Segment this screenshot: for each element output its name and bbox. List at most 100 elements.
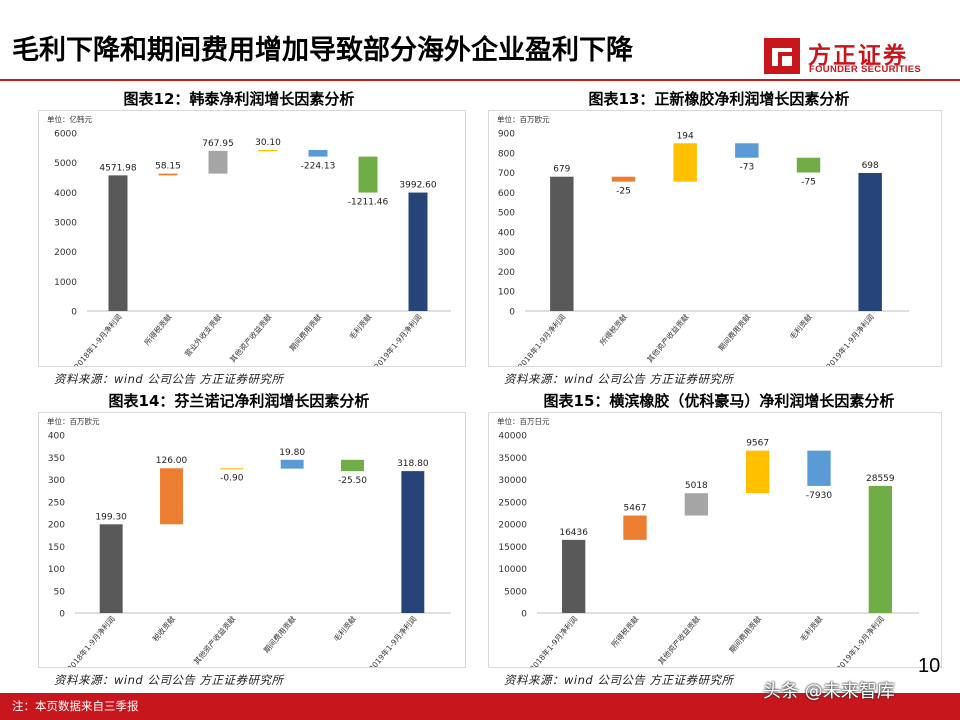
- chart-title: 图表15：横滨橡胶（优科豪马）净利润增长因素分析: [543, 392, 895, 410]
- data-label: 5018: [685, 481, 708, 491]
- footer-bar: [0, 693, 960, 720]
- chart-source: 资料来源：wind 公司公告 方正证券研究所: [54, 673, 284, 687]
- data-label: 28559: [866, 474, 895, 484]
- waterfall-bar: [108, 175, 128, 311]
- waterfall-bar: [796, 157, 821, 173]
- unit-label: 单位：亿韩元: [47, 114, 92, 124]
- x-tick-label: 其他资产收益贡献: [656, 613, 703, 666]
- founder-securities-logo: 方正证券 FOUNDER SECURITIES: [762, 34, 952, 80]
- waterfall-bar: [408, 192, 428, 311]
- chart-panel-hankook: 图表12：韩泰净利润增长因素分析 单位：亿韩元 0 1000 2000 3000 4000…: [4, 88, 474, 388]
- waterfall-bar: [160, 468, 183, 525]
- waterfall-bar: [258, 149, 278, 152]
- y-tick-label: 0: [509, 308, 515, 318]
- data-label: -75: [801, 178, 816, 188]
- waterfall-bar: [550, 176, 574, 311]
- y-tick-label: 50: [54, 587, 66, 597]
- data-label: 199.30: [95, 512, 127, 522]
- x-tick-label: 税收贡献: [150, 613, 177, 643]
- y-tick-label: 400: [498, 228, 515, 238]
- y-tick-label: 35000: [498, 454, 527, 464]
- y-tick-label: 10000: [498, 565, 527, 575]
- chart-title: 图表12：韩泰净利润增长因素分析: [123, 90, 355, 108]
- y-tick-label: 0: [59, 610, 65, 620]
- logo-chinese-text: 方正证券: [808, 43, 908, 69]
- page-title: 毛利下降和期间费用增加导致部分海外企业盈利下降: [12, 35, 633, 66]
- y-tick-label: 300: [48, 476, 65, 486]
- x-tick-label: 毛利贡献: [798, 613, 825, 643]
- y-tick-label: 6000: [54, 130, 77, 140]
- waterfall-bar: [99, 524, 123, 613]
- y-tick-label: 350: [48, 454, 65, 464]
- data-label: 16436: [559, 528, 588, 538]
- data-label: 9567: [746, 439, 769, 449]
- x-tick-label: 其他资产收益贡献: [644, 311, 691, 364]
- page-number: 10: [918, 655, 941, 677]
- y-tick-label: 600: [498, 189, 515, 199]
- chart-frame: 单位：百万欧元 0 100 200 300 400 500 600 700 800 900 679 20…: [488, 110, 942, 371]
- data-label: 698: [862, 161, 879, 171]
- chart-frame: 单位：百万欧元 0 50 100 150 200 250 300 350 400 199.30 201…: [38, 412, 466, 673]
- x-tick-label: 2019年1-9月净利润: [824, 312, 876, 366]
- waterfall-bar: [220, 468, 244, 470]
- chart-panel-nokian: 图表14：芬兰诺记净利润增长因素分析 单位：百万欧元 0 50 100 150 200 25…: [4, 390, 474, 690]
- waterfall-bar: [684, 493, 708, 516]
- waterfall-chart: 单位：百万欧元 0 100 200 300 400 500 600 700 800 900 679 20…: [497, 114, 909, 371]
- x-tick-label: 所得税贡献: [609, 613, 641, 649]
- data-label: 679: [553, 165, 570, 175]
- data-label: -25.50: [338, 476, 367, 486]
- x-tick-label: 2018年1-9月净利润: [65, 614, 117, 667]
- y-tick-label: 4000: [54, 189, 77, 199]
- x-tick-label: 毛利贡献: [347, 311, 374, 341]
- chart-panel-yokohama: 图表15：横滨橡胶（优科豪马）净利润增长因素分析 单位：百万日元 0 5000 100…: [484, 390, 954, 690]
- y-tick-label: 500: [498, 209, 515, 219]
- header-rule: [0, 79, 960, 81]
- x-tick-label: 期间费用贡献: [287, 311, 324, 352]
- x-tick-label: 期间费用贡献: [261, 613, 298, 654]
- x-tick-label: 营业外收支贡献: [182, 311, 224, 358]
- waterfall-bar: [341, 459, 364, 472]
- page-header: 毛利下降和期间费用增加导致部分海外企业盈利下降 方正证券 FOUNDER SEC…: [0, 0, 960, 82]
- waterfall-bar: [673, 143, 697, 182]
- x-tick-label: 毛利贡献: [787, 311, 814, 341]
- x-tick-label: 2019年1-9月净利润: [366, 614, 418, 667]
- waterfall-bar: [208, 150, 228, 174]
- data-label: -73: [739, 163, 754, 173]
- waterfall-bar: [807, 450, 831, 486]
- data-label: -25: [616, 187, 631, 197]
- data-label: 58.15: [155, 162, 181, 172]
- y-tick-label: 5000: [54, 159, 77, 169]
- waterfall-bar: [868, 485, 892, 613]
- waterfall-bar: [158, 173, 178, 176]
- y-tick-label: 700: [498, 169, 515, 179]
- logo-english-text: FOUNDER SECURITIES: [809, 64, 922, 75]
- chart-panel-cheng-shin: 图表13：正新橡胶净利润增长因素分析 单位：百万欧元 0 100 200 300 400 5…: [484, 88, 954, 388]
- data-label: 194: [677, 131, 694, 141]
- waterfall-chart: 单位：亿韩元 0 1000 2000 3000 4000 5000 6000 4571.98 20…: [47, 114, 451, 371]
- y-tick-label: 1000: [54, 278, 77, 288]
- x-tick-label: 2018年1-9月净利润: [515, 312, 567, 366]
- y-tick-label: 200: [498, 268, 515, 278]
- chart-title: 图表14：芬兰诺记净利润增长因素分析: [108, 392, 370, 410]
- y-tick-label: 25000: [498, 498, 527, 508]
- watermark: 头条 @未来智库: [763, 681, 895, 702]
- chart-frame: 单位：亿韩元 0 1000 2000 3000 4000 5000 6000 4571.98 20…: [38, 110, 466, 371]
- chart-source: 资料来源：wind 公司公告 方正证券研究所: [504, 673, 734, 687]
- chart-frame: 单位：百万日元 0 5000 10000 15000 20000 25000 30000 350…: [488, 412, 942, 673]
- data-label: 767.95: [202, 139, 234, 149]
- y-tick-label: 3000: [54, 219, 77, 229]
- y-tick-label: 40000: [498, 432, 527, 442]
- data-label: -0.90: [220, 474, 244, 484]
- footer-note: 注：本页数据来自三季报: [12, 699, 139, 713]
- waterfall-chart: 单位：百万欧元 0 50 100 150 200 250 300 350 400 199.30 201…: [47, 416, 451, 673]
- y-tick-label: 0: [71, 308, 77, 318]
- data-label: 318.80: [397, 459, 429, 469]
- waterfall-bar: [746, 450, 770, 494]
- x-tick-label: 其他资产收益贡献: [191, 613, 238, 666]
- data-label: 19.80: [279, 448, 305, 458]
- waterfall-chart: 单位：百万日元 0 5000 10000 15000 20000 25000 30000 350…: [497, 416, 919, 673]
- unit-label: 单位：百万欧元: [497, 114, 550, 124]
- x-tick-label: 毛利贡献: [331, 613, 358, 643]
- y-tick-label: 250: [48, 498, 65, 508]
- x-tick-label: 2019年1-9月净利润: [834, 614, 886, 667]
